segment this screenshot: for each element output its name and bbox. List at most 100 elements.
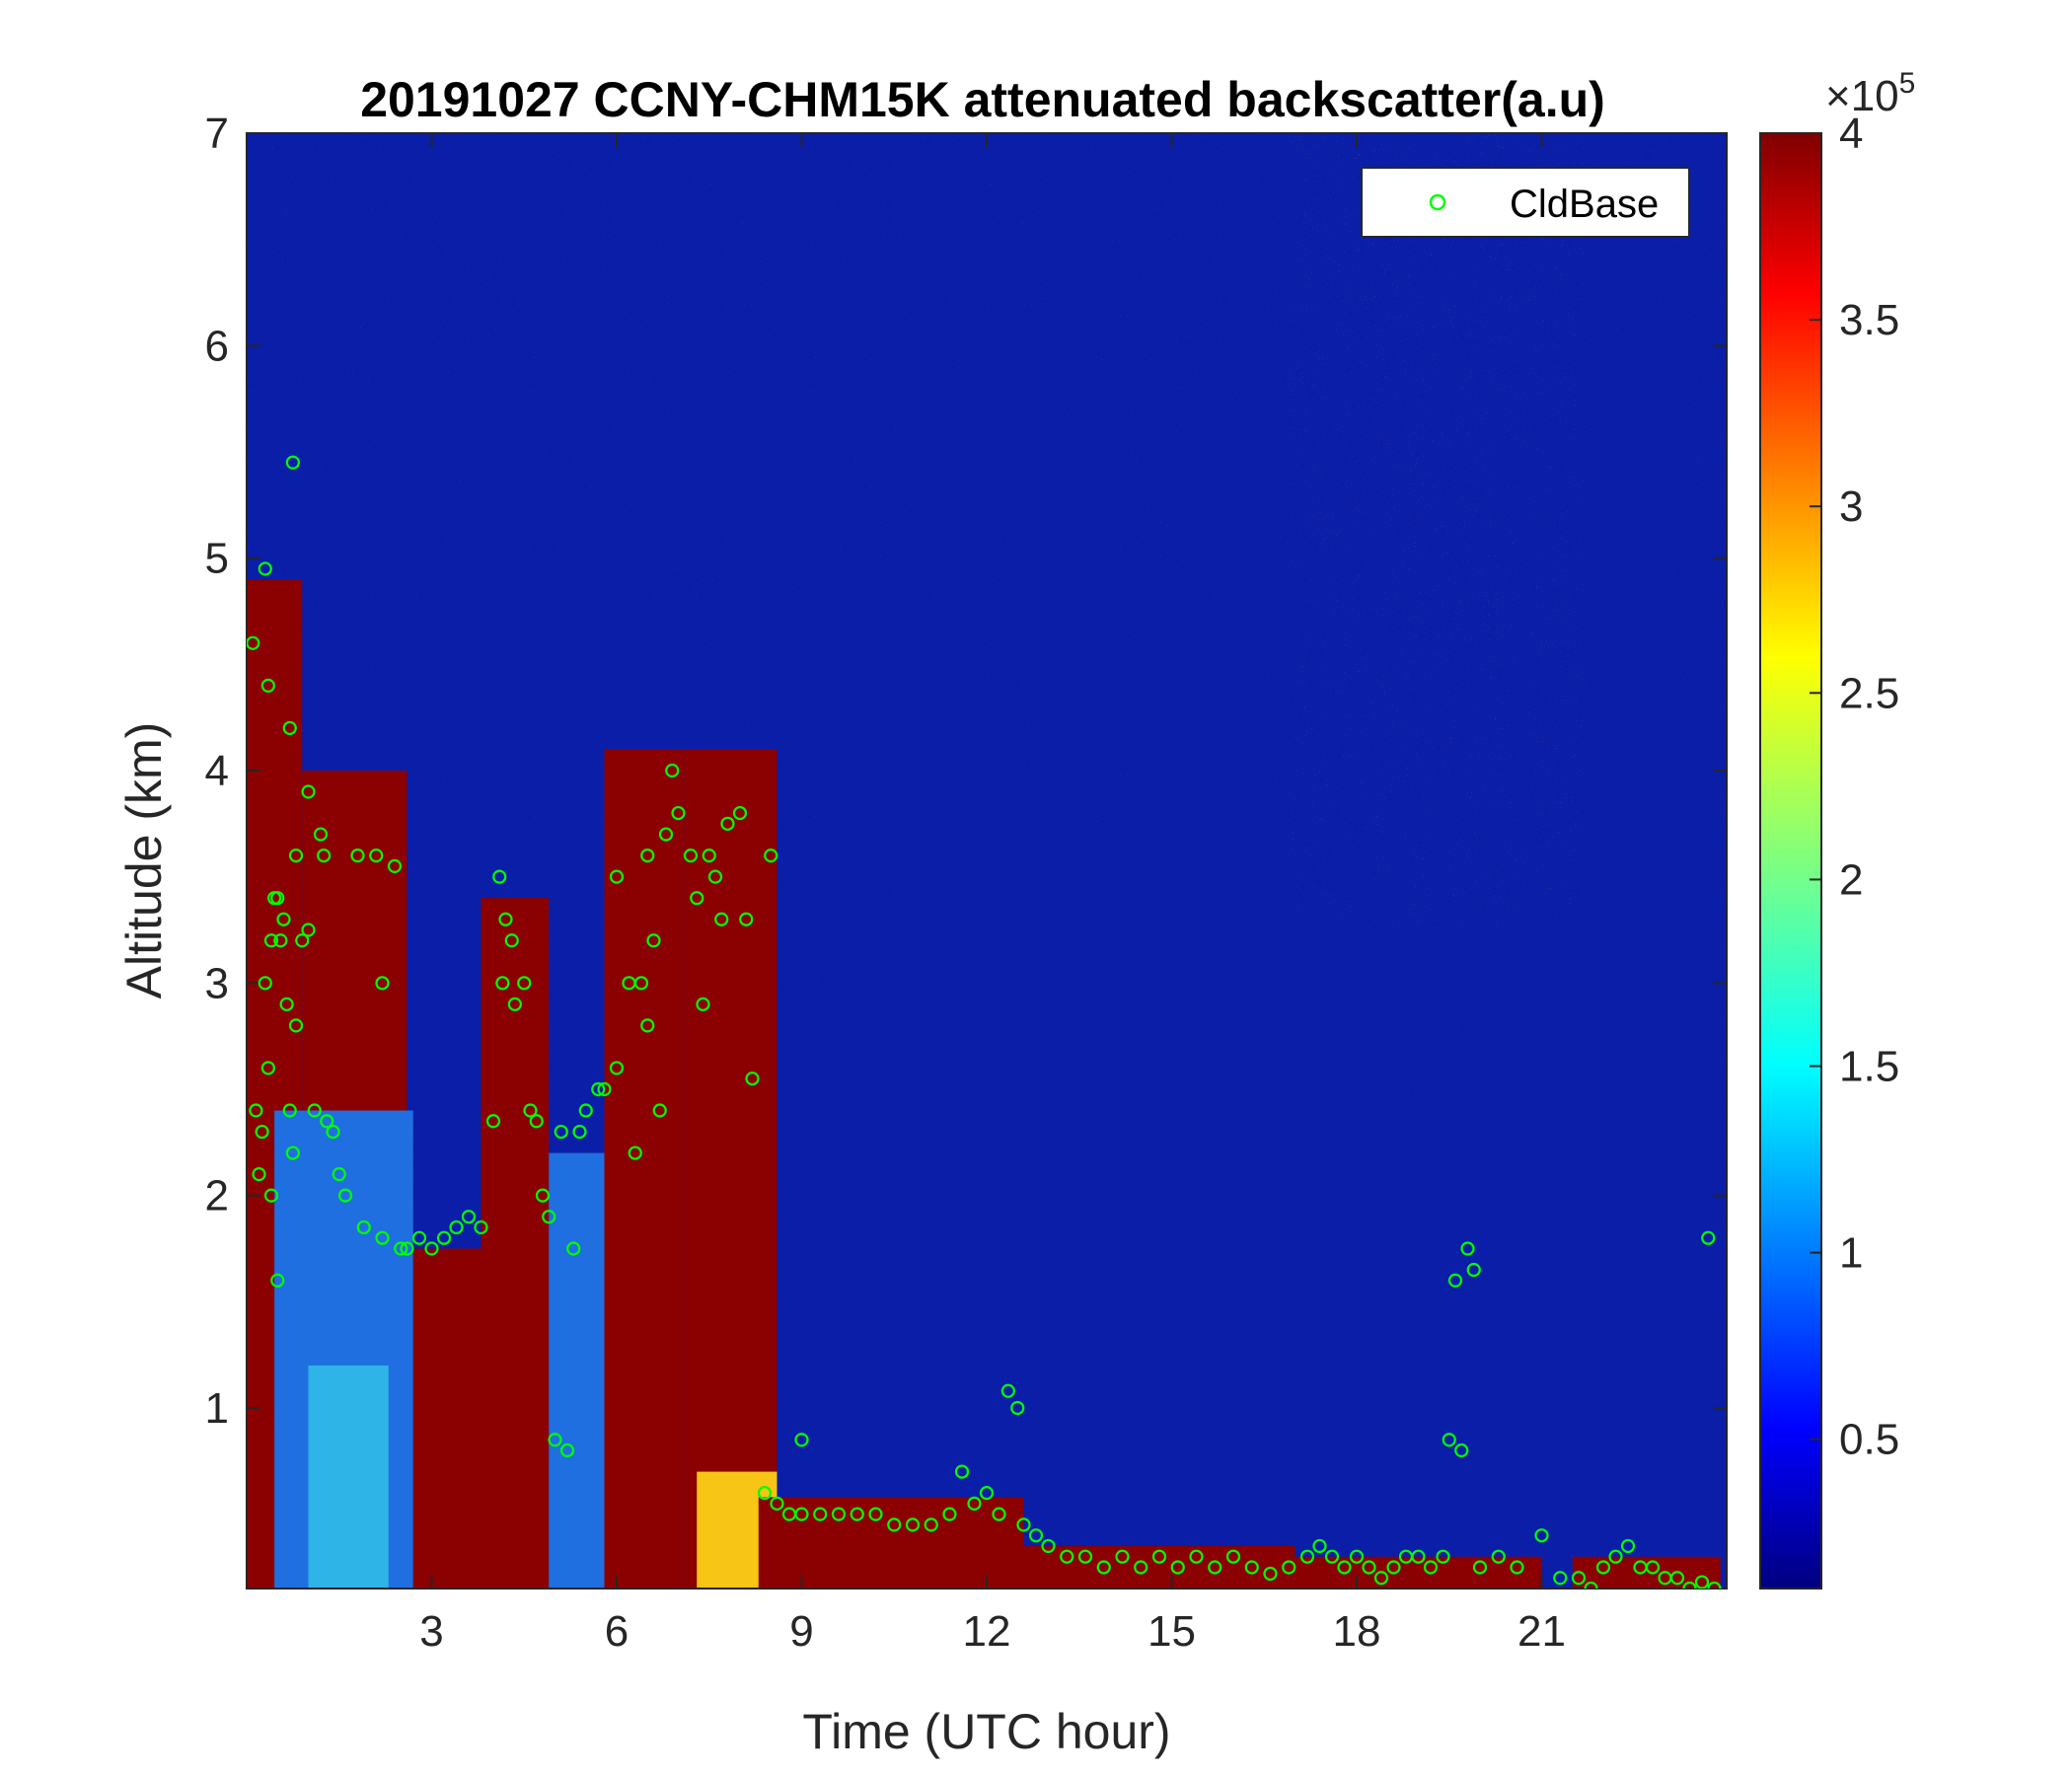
cldbase-point	[1225, 1549, 1241, 1564]
cldbase-point	[375, 976, 390, 991]
cldbase-point	[461, 1210, 477, 1224]
cldbase-point	[273, 933, 288, 948]
colorbar-tick-label: 4	[1839, 110, 1863, 158]
cldbase-point	[369, 849, 384, 863]
cldbase-point	[1694, 1575, 1710, 1589]
cldbase-point	[1491, 1549, 1506, 1564]
cldbase-point	[1244, 1560, 1259, 1575]
cldbase-point	[1060, 1549, 1074, 1564]
cldbase-point	[1436, 1549, 1450, 1564]
x-tick-label: 6	[605, 1607, 629, 1656]
cldbase-point	[1028, 1528, 1044, 1543]
cldbase-point	[260, 1061, 275, 1075]
y-tick-label: 3	[205, 959, 229, 1007]
cldbase-point	[559, 1443, 575, 1458]
cldbase-point	[566, 1241, 581, 1256]
cldbase-point	[1584, 1581, 1598, 1589]
cldbase-point	[282, 720, 297, 736]
cldbase-point	[523, 1103, 538, 1118]
cldbase-point	[1510, 1560, 1524, 1575]
cldbase-series	[247, 455, 1722, 1589]
backscatter-region	[412, 1248, 481, 1589]
backscatter-region	[308, 1365, 389, 1589]
cldbase-point	[696, 997, 710, 1011]
cldbase-point	[1682, 1581, 1697, 1589]
cldbase-point	[813, 1507, 828, 1521]
cldbase-point	[337, 1188, 353, 1203]
cldbase-point	[1324, 1549, 1340, 1564]
cldbase-point	[542, 1210, 556, 1224]
x-tick-label: 18	[1333, 1607, 1381, 1656]
cldbase-point	[1373, 1571, 1389, 1586]
cldbase-point	[658, 827, 674, 842]
cldbase-point	[387, 858, 403, 873]
cldbase-point	[924, 1517, 938, 1532]
cldbase-point	[255, 1124, 269, 1140]
cldbase-point	[578, 1103, 593, 1118]
cldbase-point	[436, 1230, 452, 1245]
x-tick-label: 12	[963, 1607, 1011, 1656]
backscatter-heatmap	[247, 133, 1727, 1589]
cldbase-point	[770, 1496, 784, 1511]
cldbase-point	[1263, 1566, 1278, 1582]
cldbase-point	[1337, 1560, 1352, 1575]
cldbase-point	[1208, 1560, 1222, 1575]
cldbase-point	[517, 976, 532, 991]
cldbase-point	[375, 1230, 390, 1245]
cldbase-point	[1620, 1538, 1636, 1554]
cldbase-point	[258, 561, 272, 576]
cldbase-point	[1312, 1538, 1327, 1554]
cldbase-point	[640, 1018, 655, 1033]
cldbase-point	[252, 1167, 266, 1182]
cldbase-point	[270, 891, 285, 906]
cldbase-point	[707, 869, 723, 884]
legend-label: CldBase	[1510, 183, 1659, 226]
colorbar-tick-label: 0.5	[1839, 1416, 1899, 1464]
cldbase-point	[1571, 1571, 1587, 1586]
cldbase-point	[1645, 1560, 1661, 1575]
cldbase-point	[258, 976, 272, 991]
cldbase-point	[495, 976, 510, 991]
cldbase-point	[794, 1507, 809, 1521]
cldbase-point	[1077, 1549, 1093, 1564]
colorbar: 0.5 1 1.5 2 2.5 3 3.5 4 ×105	[1759, 67, 1915, 1590]
cldbase-point	[270, 1273, 285, 1288]
backscatter-region	[758, 1497, 1024, 1589]
cldbase-point	[1442, 1433, 1456, 1447]
cldbase-point	[285, 1146, 300, 1160]
cldbase-point	[1115, 1549, 1130, 1564]
legend-box	[1361, 167, 1690, 238]
x-tick-label: 21	[1517, 1607, 1566, 1656]
y-tick-label: 5	[205, 535, 229, 583]
cldbase-point	[942, 1507, 957, 1521]
cldbase-point	[400, 1241, 414, 1256]
x-tick-label: 3	[419, 1607, 443, 1656]
cldbase-point	[301, 784, 316, 799]
cldbase-point	[764, 849, 778, 863]
chart-title: 20191027 CCNY-CHM15K attenuated backscat…	[360, 72, 1605, 127]
cldbase-point	[320, 1114, 334, 1129]
cldbase-point	[279, 997, 294, 1011]
backscatter-region	[481, 898, 550, 1589]
cldbase-point	[1707, 1581, 1722, 1589]
cldbase-point	[1151, 1549, 1167, 1564]
cldbase-point	[640, 849, 655, 863]
colorbar-multiplier-exp: 5	[1899, 67, 1916, 100]
cldbase-point	[652, 1103, 667, 1118]
legend: CldBase	[1361, 167, 1690, 238]
cldbase-point	[1299, 1549, 1315, 1564]
cldbase-point	[249, 1103, 263, 1118]
cldbase-point	[850, 1507, 864, 1521]
x-tick-label: 9	[789, 1607, 813, 1656]
colorbar-multiplier: ×105	[1825, 67, 1915, 120]
y-tick-label: 7	[205, 110, 229, 158]
cldbase-point	[288, 849, 304, 863]
cldbase-point	[1411, 1549, 1426, 1564]
cldbase-point	[1386, 1560, 1401, 1575]
legend-marker	[1429, 193, 1446, 211]
cldbase-point	[313, 827, 329, 842]
cldbase-point	[1170, 1560, 1185, 1575]
cldbase-point	[424, 1241, 439, 1256]
cldbase-point	[992, 1507, 1006, 1521]
cldbase-point	[1669, 1571, 1685, 1586]
